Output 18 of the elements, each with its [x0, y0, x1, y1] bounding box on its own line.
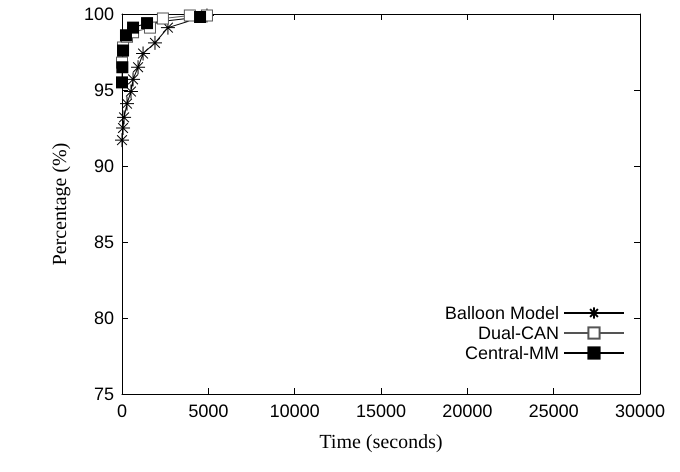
x-tick-label: 0: [116, 401, 128, 421]
x-tick-label: 30000: [614, 401, 666, 421]
x-tick-label: 10000: [270, 401, 320, 421]
y-tick-label: 85: [94, 232, 114, 252]
y-tick-label: 80: [94, 308, 114, 328]
x-tick-label: 5000: [188, 401, 228, 421]
x-tick-label: 20000: [442, 401, 492, 421]
legend-label: Central-MM: [464, 343, 559, 363]
y-tick-label: 75: [94, 384, 114, 404]
legend-label: Dual-CAN: [478, 323, 559, 343]
x-axis-title: Time (seconds): [319, 431, 443, 453]
x-tick-label: 25000: [528, 401, 579, 421]
y-tick-label: 90: [94, 156, 114, 176]
y-axis-title: Percentage (%): [49, 142, 71, 266]
x-tick-label: 15000: [356, 401, 406, 421]
y-tick-label: 95: [94, 80, 114, 100]
y-tick-label: 100: [84, 4, 114, 24]
legend-label: Balloon Model: [444, 303, 559, 323]
